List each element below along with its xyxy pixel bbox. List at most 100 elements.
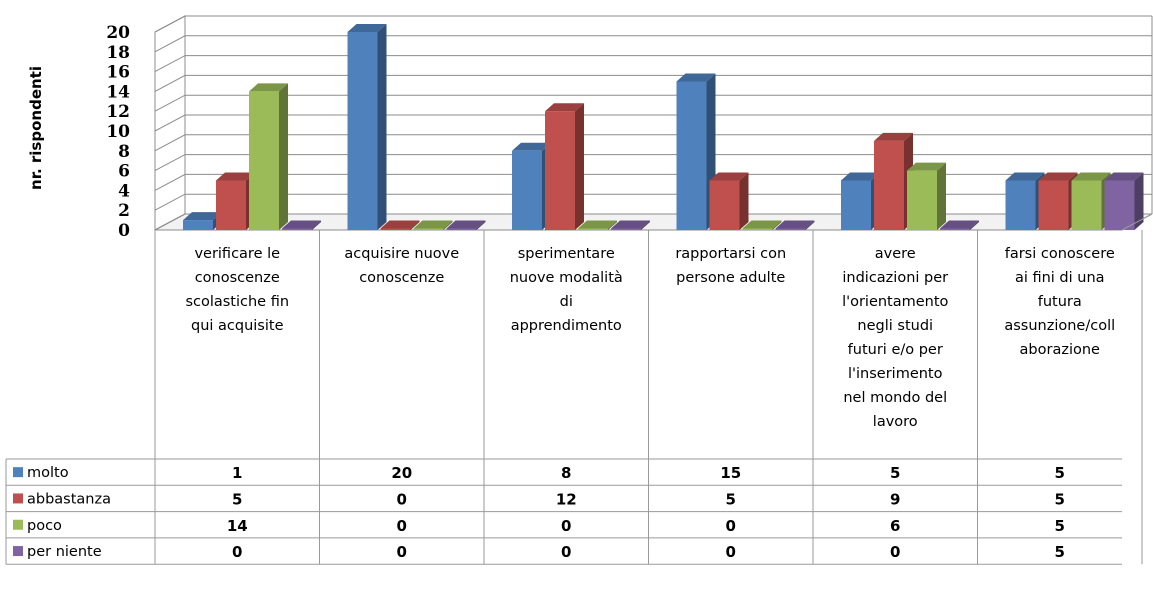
bar-side — [772, 220, 782, 230]
data-label: 20 — [391, 464, 412, 482]
data-label: 9 — [890, 490, 900, 508]
category-label-line: l'inserimento — [848, 366, 943, 382]
bar-front — [347, 32, 378, 230]
y-tick-label: 2 — [118, 201, 130, 221]
y-tick-label: 20 — [106, 23, 130, 43]
bar — [282, 220, 321, 230]
bar-top — [841, 172, 880, 181]
bar-top — [249, 83, 288, 92]
category-label-line: nuove modalità — [510, 270, 623, 286]
category-label-line: aborazione — [1020, 342, 1101, 358]
bar-front — [742, 228, 773, 230]
bar-side — [279, 83, 288, 231]
gridline — [154, 154, 1152, 172]
bar — [775, 220, 815, 230]
data-label: 1 — [232, 464, 242, 482]
legend-label: molto — [27, 465, 69, 481]
bar-side — [937, 162, 946, 230]
legend-label: poco — [27, 518, 62, 534]
category-label: farsi conoscere ai fini di una futura assun… — [1004, 246, 1115, 358]
bar — [1005, 172, 1045, 230]
category-label-line: conoscenze — [195, 270, 280, 286]
data-label: 0 — [232, 543, 242, 561]
category-label-line: persone adulte — [676, 270, 785, 286]
category-label-line: rapportarsi con — [675, 246, 786, 262]
gridline — [154, 134, 1152, 152]
bar-front — [1038, 180, 1069, 230]
y-tick-label: 12 — [106, 102, 130, 122]
bar-top — [611, 220, 650, 229]
bar-side — [739, 172, 749, 230]
legend-label: per niente — [27, 544, 102, 560]
legend-swatch — [13, 546, 23, 557]
bar-top — [709, 172, 749, 181]
category-label: acquisire nuove conoscenze — [344, 246, 459, 286]
data-label: 12 — [556, 490, 577, 508]
bar-side — [970, 220, 979, 230]
bar-front — [249, 91, 279, 231]
gridline — [154, 114, 1152, 132]
gridline — [154, 74, 1152, 92]
bar-side — [377, 24, 387, 230]
y-tick-label: 18 — [106, 43, 130, 63]
gridline — [154, 173, 1152, 191]
bar-top — [907, 162, 946, 171]
bar-front — [940, 228, 970, 230]
y-tick-label: 16 — [106, 63, 130, 83]
bar-side — [608, 220, 617, 230]
data-label: 5 — [726, 490, 736, 508]
data-label: 0 — [397, 490, 407, 508]
bar-front — [413, 228, 444, 230]
legend-label: abbastanza — [27, 491, 111, 507]
y-tick-label: 10 — [106, 122, 130, 142]
bar — [709, 172, 749, 230]
data-label: 5 — [1055, 490, 1065, 508]
bar-side — [312, 220, 321, 230]
bar — [249, 83, 288, 231]
bar-top — [347, 24, 387, 32]
bar — [347, 24, 387, 230]
category-label-line: farsi conoscere — [1005, 246, 1115, 262]
category-label-line: acquisire nuove — [344, 246, 459, 262]
data-label: 5 — [1055, 543, 1065, 561]
y-tick-label: 14 — [106, 82, 130, 102]
category-label: sperimentare nuove modalità di apprendiment… — [510, 246, 623, 334]
bar-top — [446, 220, 486, 229]
bar-top — [676, 73, 716, 82]
bar-top — [775, 220, 815, 229]
gridline — [154, 213, 1152, 231]
bar-front — [1071, 180, 1102, 230]
bar — [413, 220, 453, 230]
bar-front — [1104, 180, 1135, 230]
y-tick-label: 4 — [118, 181, 130, 201]
bar — [611, 220, 650, 230]
y-axis-label: nr. rispondenti — [27, 66, 45, 190]
data-label: 0 — [397, 517, 407, 535]
bar-top — [282, 220, 321, 229]
category-label-line: avere — [875, 246, 916, 262]
bar — [1071, 172, 1111, 230]
category-label-line: di — [560, 294, 573, 310]
bar-front — [874, 140, 904, 230]
bar-top — [545, 103, 584, 112]
gridline — [154, 193, 1152, 211]
bar-front — [1005, 180, 1036, 230]
bar-top — [1005, 172, 1045, 181]
data-label: 5 — [1055, 464, 1065, 482]
legend-swatch — [13, 467, 23, 478]
bar-top — [216, 172, 255, 181]
bar-top — [1038, 172, 1078, 181]
category-label-line: assunzione/coll — [1004, 318, 1115, 334]
gridline — [154, 94, 1152, 112]
category-label-line: apprendimento — [511, 318, 622, 334]
category-label-line: conoscenze — [359, 270, 444, 286]
bar-top — [380, 220, 420, 229]
bar-front — [578, 228, 608, 230]
category-label-line: ai fini di una — [1015, 270, 1105, 286]
bar-front — [512, 150, 542, 230]
bar-side — [410, 220, 420, 230]
bar-front — [841, 180, 871, 230]
data-label: 0 — [561, 543, 571, 561]
bar-side — [1134, 172, 1144, 230]
